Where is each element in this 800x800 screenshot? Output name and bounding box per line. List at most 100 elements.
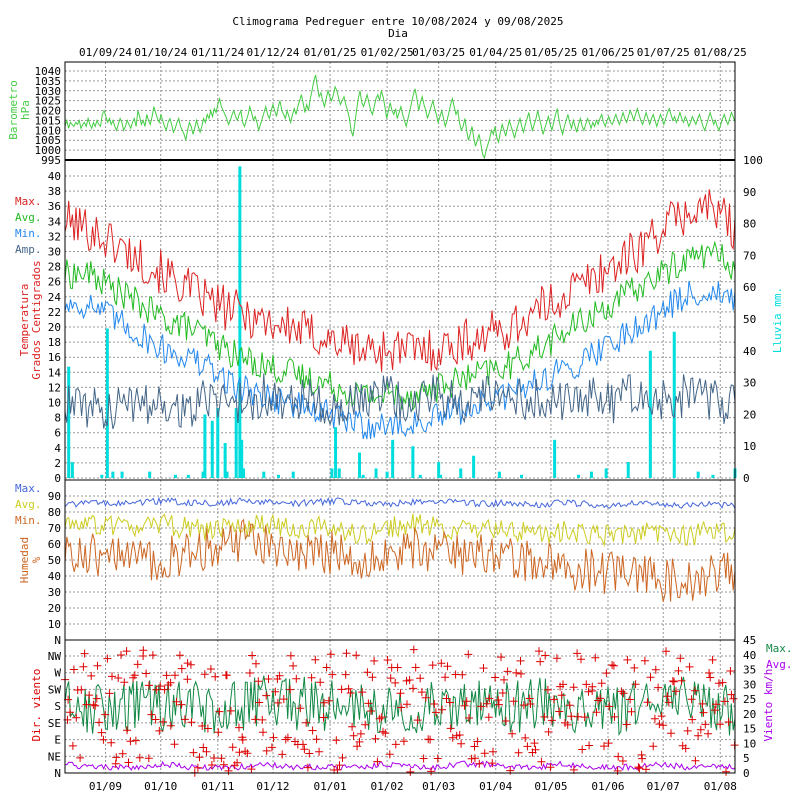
y2-tick-label: 10	[743, 440, 756, 453]
wind-direction-point	[494, 696, 503, 704]
wind-direction-point	[195, 753, 204, 762]
wind-direction-point	[373, 757, 382, 766]
y-tick-label: 1010	[35, 124, 62, 137]
y2-tick-label: 70	[743, 249, 756, 262]
wind-direction-point	[708, 655, 717, 664]
wind-direction-point	[491, 673, 500, 682]
wind-direction-point	[523, 742, 532, 751]
wind-direction-point	[574, 712, 582, 721]
wind-direction-point	[573, 649, 582, 658]
chart-title: Climograma Pedreguer entre 10/08/2024 y …	[232, 15, 563, 28]
y-tick-label: 70	[48, 522, 61, 535]
rain-bar	[201, 471, 205, 478]
wind-direction-point	[464, 650, 473, 659]
wind-direction-point	[214, 728, 223, 737]
wind-direction-point	[699, 708, 708, 717]
wind-direction-point	[552, 654, 561, 663]
wind-direction-point	[368, 673, 377, 682]
wind-direction-point	[705, 669, 714, 677]
wind-direction-point	[103, 654, 112, 663]
y2-tick-label: 80	[743, 218, 756, 231]
rain-bar	[361, 474, 365, 478]
wind-direction-point	[315, 747, 324, 756]
wind-direction-point	[92, 694, 101, 703]
wind-direction-point	[569, 683, 578, 692]
y-tick-label: 80	[48, 506, 61, 519]
rain-bar	[553, 439, 557, 478]
wind-direction-point	[68, 741, 77, 750]
y2-tick-label: 20	[743, 408, 756, 421]
wind-direction-point	[626, 695, 635, 704]
rain-bar	[626, 462, 630, 478]
wind-direction-point	[91, 701, 100, 710]
wind-direction-point	[206, 665, 215, 673]
wind-direction-point	[391, 678, 400, 687]
y-tick-label: E	[54, 734, 61, 747]
rain-bar	[210, 420, 214, 478]
y2-tick-label: 25	[743, 693, 756, 706]
wind-direction-point	[651, 665, 660, 674]
y-tick-label: W	[54, 667, 61, 680]
y2-tick-label: 30	[743, 678, 756, 691]
wind-direction-point	[559, 680, 567, 689]
wind-direction-point	[281, 735, 290, 744]
wind-direction-point	[76, 753, 85, 762]
wind-direction-point	[162, 671, 171, 680]
humidity-series-line	[64, 496, 736, 509]
wind-direction-point	[89, 700, 98, 709]
y-tick-label: 4	[54, 442, 61, 455]
wind-direction-point	[243, 749, 252, 758]
wind-direction-point	[200, 670, 209, 679]
wind-direction-point	[166, 678, 175, 687]
wind-direction-point	[252, 659, 260, 668]
wind-direction-point	[193, 763, 202, 772]
y2-tick-label: 60	[743, 281, 756, 294]
wind-direction-point	[77, 685, 86, 694]
wind-direction-point	[101, 710, 110, 719]
humidity-legend-label: Avg.	[15, 498, 42, 511]
wind-direction-point	[426, 735, 435, 744]
y2-tick-label: 50	[743, 313, 756, 326]
wind-direction-point	[324, 696, 333, 705]
wind-direction-point	[547, 716, 556, 725]
rain-bar	[277, 474, 281, 478]
y-tick-label: 14	[48, 366, 62, 379]
wind-direction-point	[131, 736, 140, 745]
wind-direction-point	[99, 735, 108, 744]
bottom-date-label: 01/01	[313, 780, 346, 793]
wind-direction-point	[704, 729, 713, 738]
wind-direction-point	[604, 739, 613, 748]
wind-direction-point	[701, 720, 710, 729]
humidity-series-line	[64, 518, 736, 602]
wind-direction-point	[264, 675, 273, 683]
wind-direction-point	[536, 657, 545, 666]
rain-bar	[604, 468, 608, 478]
rain-bar	[216, 408, 220, 478]
wind-direction-point	[635, 764, 644, 773]
y-tick-label: 1000	[35, 144, 62, 157]
wind-direction-point	[517, 669, 525, 678]
wind-direction-point	[540, 712, 549, 721]
wind-direction-point	[273, 698, 282, 707]
wind-direction-point	[335, 761, 344, 770]
y-tick-label: 20	[48, 602, 61, 615]
wind-direction-point	[677, 676, 686, 685]
wind-direction-point	[210, 754, 218, 762]
rain-bar	[225, 471, 229, 478]
bottom-date-label: 01/09	[89, 780, 122, 793]
wind-direction-point	[235, 723, 243, 732]
wind-direction-point	[409, 684, 417, 693]
wind-direction-point	[292, 674, 301, 683]
wind-direction-point	[155, 726, 164, 735]
wind-direction-point	[413, 716, 422, 725]
wind-direction-point	[417, 688, 426, 697]
rain-bar	[411, 446, 415, 478]
wind-direction-point	[111, 759, 120, 768]
wind-direction-point	[170, 740, 179, 749]
rain-bar	[120, 471, 124, 478]
y-tick-label: 26	[48, 276, 61, 289]
wind-direction-point	[500, 675, 508, 684]
rain-bar	[519, 474, 523, 478]
y-tick-label: 32	[48, 230, 61, 243]
